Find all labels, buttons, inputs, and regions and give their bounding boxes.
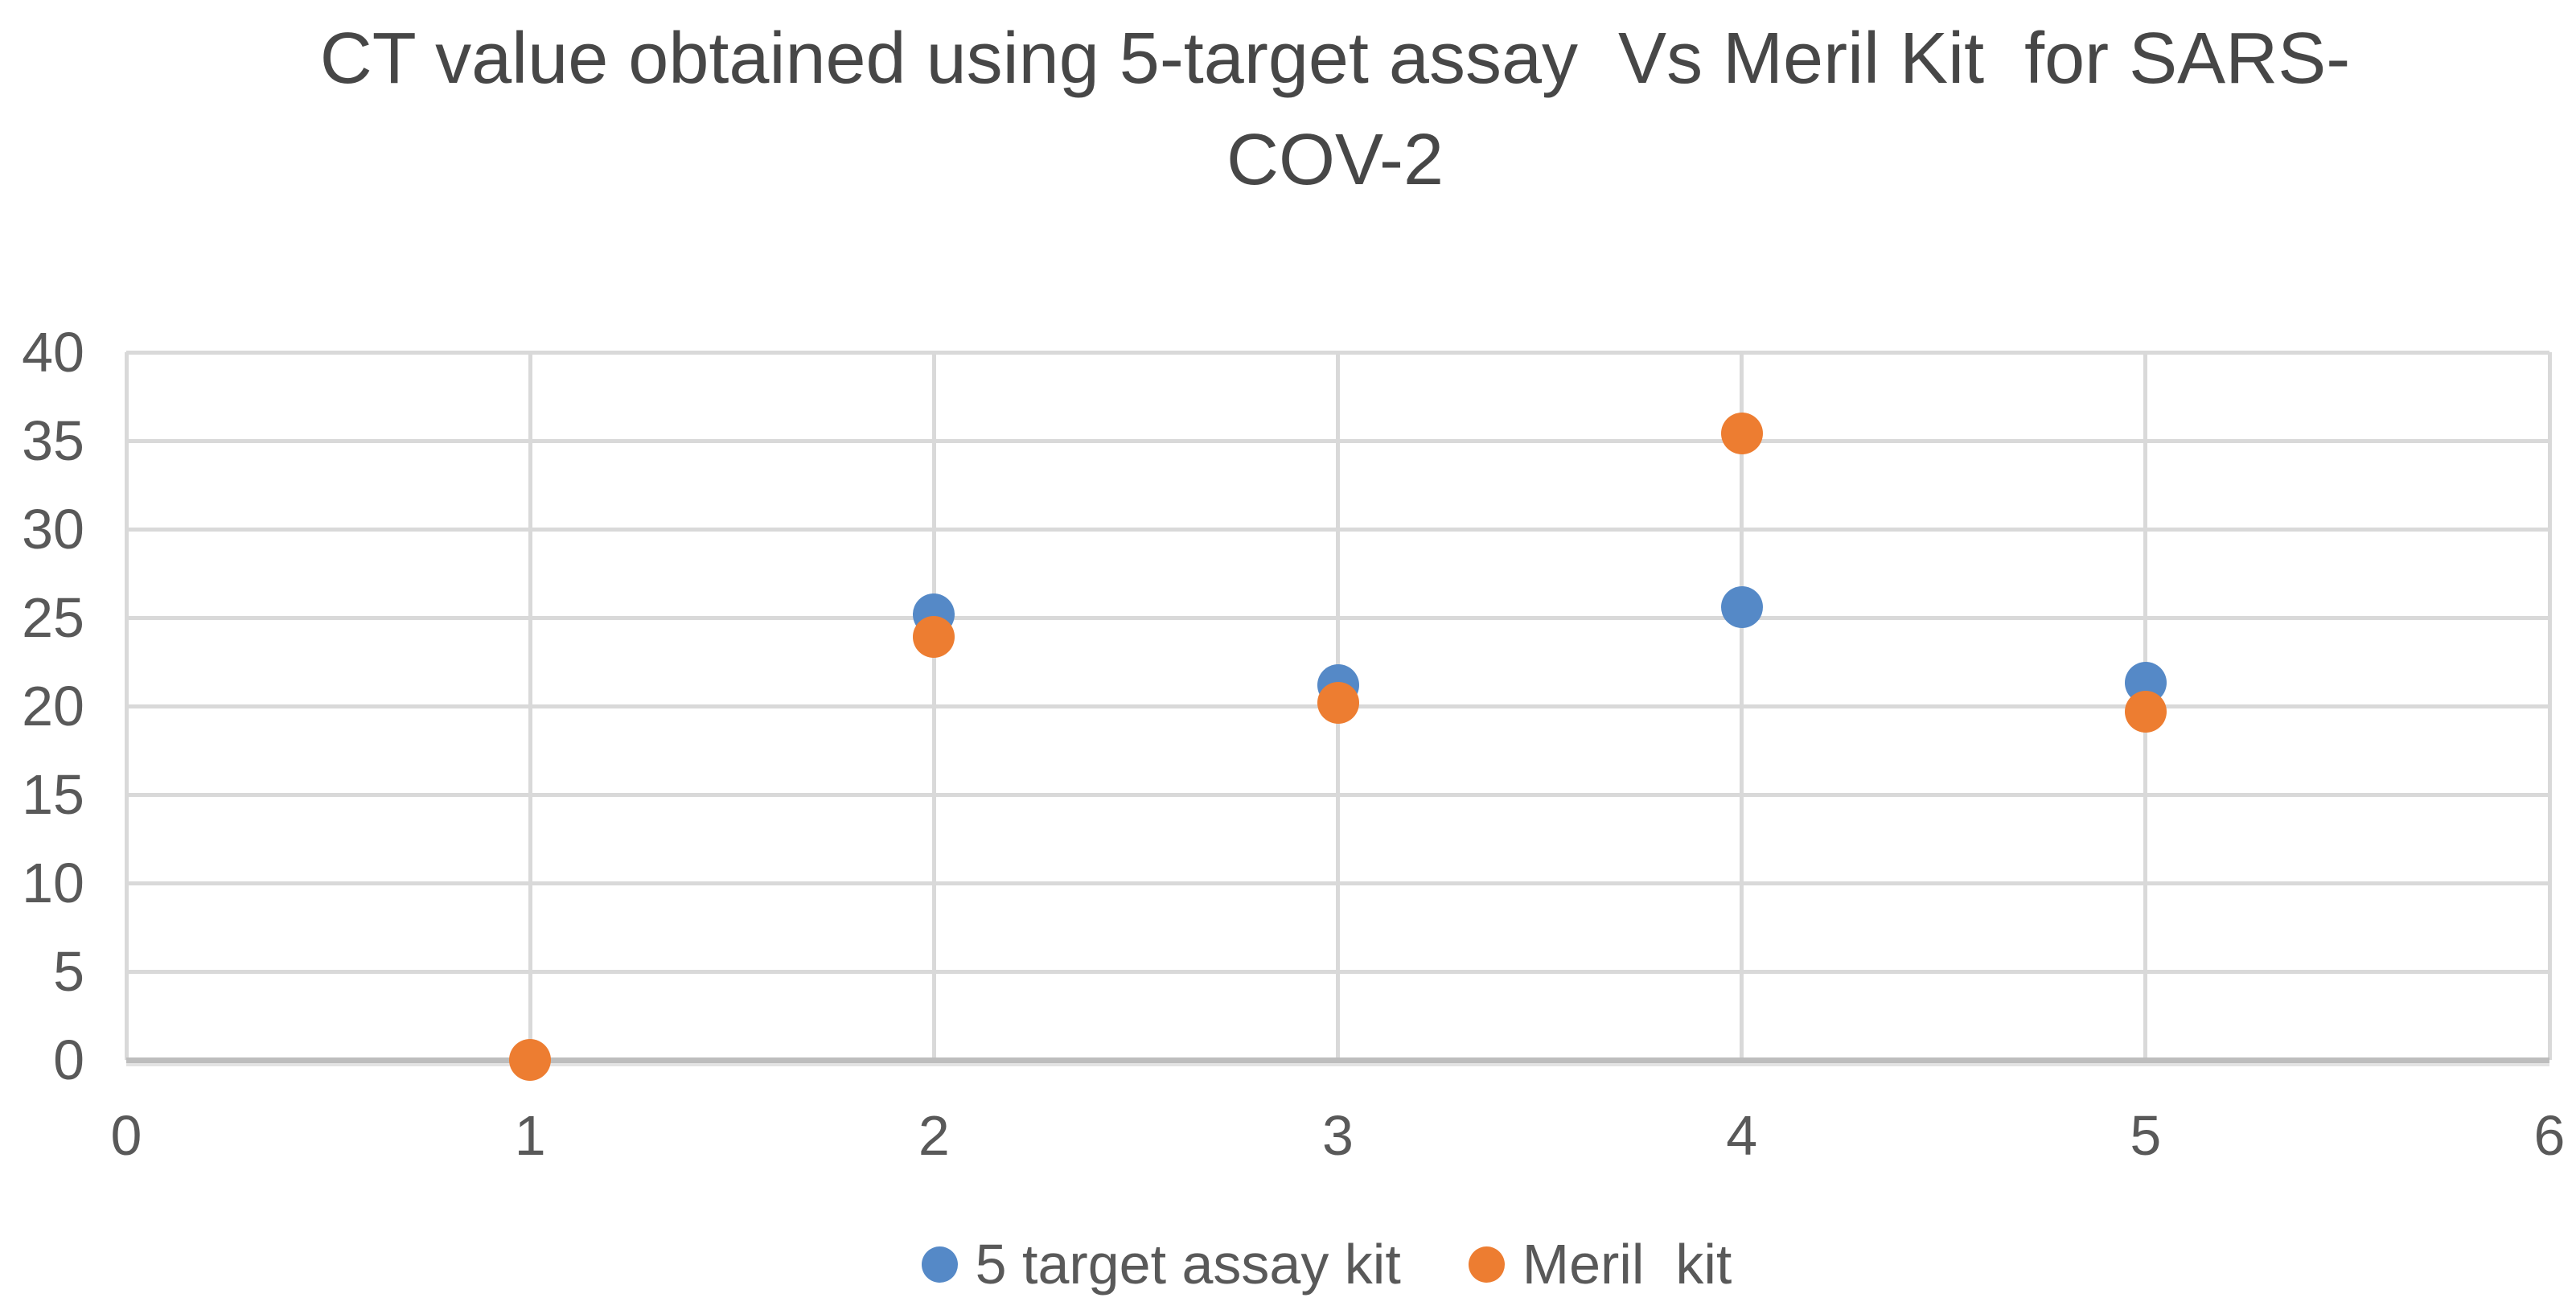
legend-label: Meril kit (1522, 1233, 1732, 1296)
y-tick-label-30: 30 (22, 498, 84, 561)
x-axis-line (126, 1057, 2549, 1063)
y-tick-label-20: 20 (22, 675, 84, 737)
legend-label: 5 target assay kit (975, 1233, 1401, 1296)
gridline-y-40 (126, 350, 2549, 355)
legend-item-5-target-assay-kit: 5 target assay kit (921, 1232, 1401, 1296)
chart-legend: 5 target assay kit Meril kit (0, 1224, 2576, 1304)
data-point-Meril-kit-x2 (913, 616, 955, 659)
legend-marker-orange-icon (1468, 1246, 1505, 1283)
legend-item-meril-kit: Meril kit (1468, 1232, 1732, 1296)
x-tick-label-6: 6 (2533, 1104, 2566, 1167)
gridline-y-35 (126, 438, 2549, 443)
data-point-Meril-kit-x1 (509, 1039, 552, 1081)
x-tick-label-4: 4 (1726, 1104, 1758, 1167)
gridline-y-10 (126, 881, 2549, 885)
y-tick-label-0: 0 (53, 1029, 84, 1091)
y-tick-label-35: 35 (22, 409, 84, 472)
y-tick-label-15: 15 (22, 763, 84, 826)
y-tick-label-25: 25 (22, 586, 84, 649)
gridline-y-15 (126, 792, 2549, 797)
y-tick-label-40: 40 (22, 321, 84, 384)
x-tick-label-2: 2 (918, 1104, 950, 1167)
gridline-y-30 (126, 527, 2549, 532)
gridline-y-25 (126, 615, 2549, 620)
data-point-Meril-kit-x5 (2124, 690, 2167, 733)
gridline-y-5 (126, 969, 2549, 974)
data-point-Meril-kit-x3 (1317, 681, 1359, 724)
legend-marker-blue-icon (921, 1246, 958, 1283)
data-point-Meril-kit-x4 (1720, 413, 1763, 455)
x-tick-label-3: 3 (1322, 1104, 1354, 1167)
y-tick-label-10: 10 (22, 852, 84, 914)
chart-title-line2: COV-2 (1226, 120, 1444, 200)
chart-title: CT value obtained using 5-target assay V… (94, 8, 2576, 211)
chart-title-line1: CT value obtained using 5-target assay V… (319, 18, 2351, 99)
data-point-5-target-assay-kit-x4 (1720, 585, 1763, 628)
gridline-x-6 (2547, 352, 2552, 1060)
x-tick-label-0: 0 (110, 1104, 142, 1167)
y-tick-label-5: 5 (53, 940, 84, 1003)
x-tick-label-5: 5 (2130, 1104, 2162, 1167)
x-tick-label-1: 1 (514, 1104, 546, 1167)
